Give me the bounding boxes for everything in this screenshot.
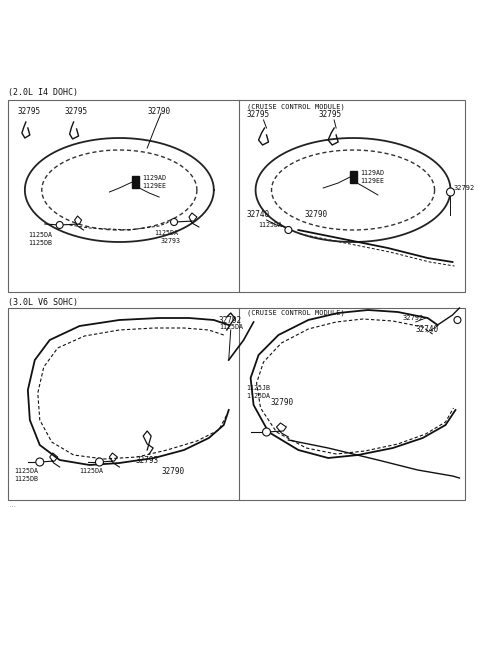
Bar xyxy=(350,171,357,183)
Text: 32792: 32792 xyxy=(219,316,242,325)
Text: 1125DA: 1125DA xyxy=(14,468,38,474)
Circle shape xyxy=(263,428,271,436)
Circle shape xyxy=(285,227,292,233)
Circle shape xyxy=(56,221,63,229)
Text: 1125DA: 1125DA xyxy=(28,232,52,238)
Text: 32792: 32792 xyxy=(403,315,424,321)
Text: 1125DA: 1125DA xyxy=(80,468,104,474)
Circle shape xyxy=(36,458,44,466)
Text: 1125DB: 1125DB xyxy=(14,476,38,482)
Text: 32795: 32795 xyxy=(247,110,270,119)
Text: 32795: 32795 xyxy=(65,107,88,116)
Text: 32740: 32740 xyxy=(416,325,439,334)
Text: 32790: 32790 xyxy=(147,107,170,116)
Bar xyxy=(8,100,466,292)
Text: 32792: 32792 xyxy=(454,185,475,191)
Circle shape xyxy=(454,317,461,323)
Circle shape xyxy=(170,219,178,225)
Text: 1129AD: 1129AD xyxy=(142,175,166,181)
Text: 1125DA: 1125DA xyxy=(154,230,178,236)
Text: 1125DB: 1125DB xyxy=(28,240,52,246)
Text: 32790: 32790 xyxy=(304,210,327,219)
Text: 1125DA: 1125DA xyxy=(259,222,283,228)
Text: 1129AD: 1129AD xyxy=(360,170,384,176)
Text: (3.0L V6 SOHC): (3.0L V6 SOHC) xyxy=(8,298,78,307)
Text: 32740: 32740 xyxy=(247,210,270,219)
Text: 32790: 32790 xyxy=(161,467,184,476)
Text: 1129EE: 1129EE xyxy=(142,183,166,189)
Bar xyxy=(8,308,466,500)
Text: 1129EE: 1129EE xyxy=(360,178,384,184)
Text: 1'25DA: 1'25DA xyxy=(247,393,271,399)
Text: 1125DA: 1125DA xyxy=(219,324,243,330)
Text: …: … xyxy=(8,502,15,508)
Text: (2.0L I4 DOHC): (2.0L I4 DOHC) xyxy=(8,88,78,97)
Circle shape xyxy=(96,458,103,466)
Text: (CRUISE CONTROL MODULE): (CRUISE CONTROL MODULE) xyxy=(247,103,344,110)
Text: 32793: 32793 xyxy=(135,456,158,465)
Text: 32795: 32795 xyxy=(18,107,41,116)
Text: (CRUISE CONTROL MODULE): (CRUISE CONTROL MODULE) xyxy=(247,310,344,317)
Circle shape xyxy=(446,188,455,196)
Text: 32795: 32795 xyxy=(318,110,341,119)
Bar xyxy=(132,176,139,188)
Text: 1125JB: 1125JB xyxy=(247,385,271,391)
Text: 32790: 32790 xyxy=(271,398,294,407)
Text: 32793: 32793 xyxy=(160,238,180,244)
